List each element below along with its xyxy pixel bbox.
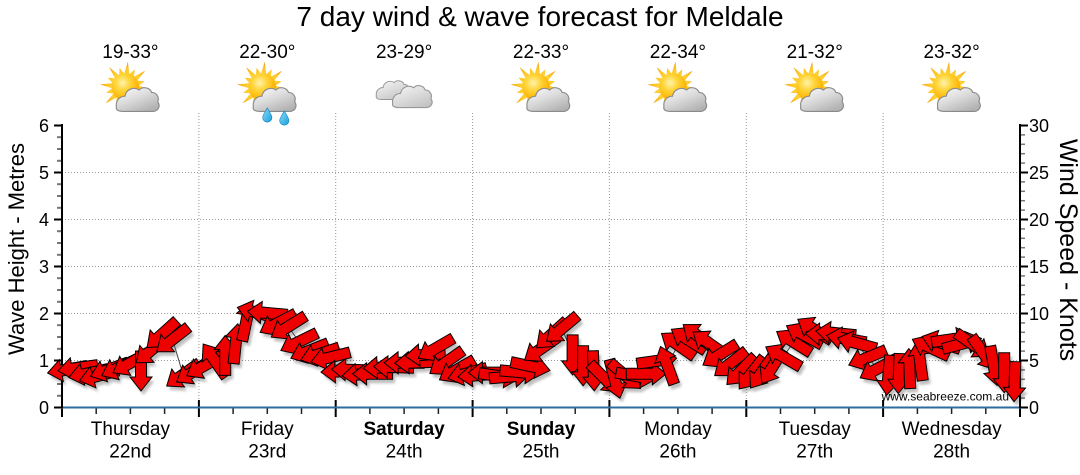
svg-text:Wind Speed - Knots: Wind Speed - Knots bbox=[1054, 139, 1080, 361]
svg-text:23-29°: 23-29° bbox=[376, 42, 432, 63]
svg-text:26th: 26th bbox=[659, 442, 696, 463]
svg-text:10: 10 bbox=[1029, 304, 1049, 324]
svg-text:7 day wind & wave forecast for: 7 day wind & wave forecast for Meldale bbox=[296, 1, 783, 32]
svg-text:www.seabreeze.com.au: www.seabreeze.com.au bbox=[881, 390, 1009, 404]
svg-text:Tuesday: Tuesday bbox=[779, 419, 852, 440]
svg-text:Saturday: Saturday bbox=[363, 419, 445, 440]
svg-text:21-32°: 21-32° bbox=[787, 42, 843, 63]
svg-text:0: 0 bbox=[39, 398, 49, 418]
svg-text:20: 20 bbox=[1029, 210, 1049, 230]
svg-text:22-30°: 22-30° bbox=[239, 42, 295, 63]
svg-text:3: 3 bbox=[39, 257, 49, 277]
svg-text:2: 2 bbox=[39, 304, 49, 324]
svg-text:22nd: 22nd bbox=[109, 442, 151, 463]
svg-text:15: 15 bbox=[1029, 257, 1049, 277]
svg-text:27th: 27th bbox=[796, 442, 833, 463]
svg-text:Thursday: Thursday bbox=[91, 419, 171, 440]
svg-text:28th: 28th bbox=[933, 442, 970, 463]
svg-text:23-32°: 23-32° bbox=[923, 42, 979, 63]
svg-text:4: 4 bbox=[39, 210, 49, 230]
svg-text:23rd: 23rd bbox=[248, 442, 286, 463]
svg-text:Wave Height - Metres: Wave Height - Metres bbox=[4, 143, 29, 355]
svg-text:22-34°: 22-34° bbox=[650, 42, 706, 63]
svg-text:Wednesday: Wednesday bbox=[902, 419, 1002, 440]
svg-text:24th: 24th bbox=[386, 442, 423, 463]
svg-text:Sunday: Sunday bbox=[507, 419, 576, 440]
svg-text:25th: 25th bbox=[523, 442, 560, 463]
svg-text:Monday: Monday bbox=[644, 419, 712, 440]
svg-text:30: 30 bbox=[1029, 116, 1049, 136]
svg-text:6: 6 bbox=[39, 116, 49, 136]
svg-text:Friday: Friday bbox=[241, 419, 294, 440]
svg-text:0: 0 bbox=[1029, 398, 1039, 418]
svg-text:25: 25 bbox=[1029, 163, 1049, 183]
svg-text:5: 5 bbox=[39, 163, 49, 183]
svg-text:22-33°: 22-33° bbox=[513, 42, 569, 63]
svg-text:1: 1 bbox=[39, 351, 49, 371]
svg-text:19-33°: 19-33° bbox=[102, 42, 158, 63]
svg-text:5: 5 bbox=[1029, 351, 1039, 371]
